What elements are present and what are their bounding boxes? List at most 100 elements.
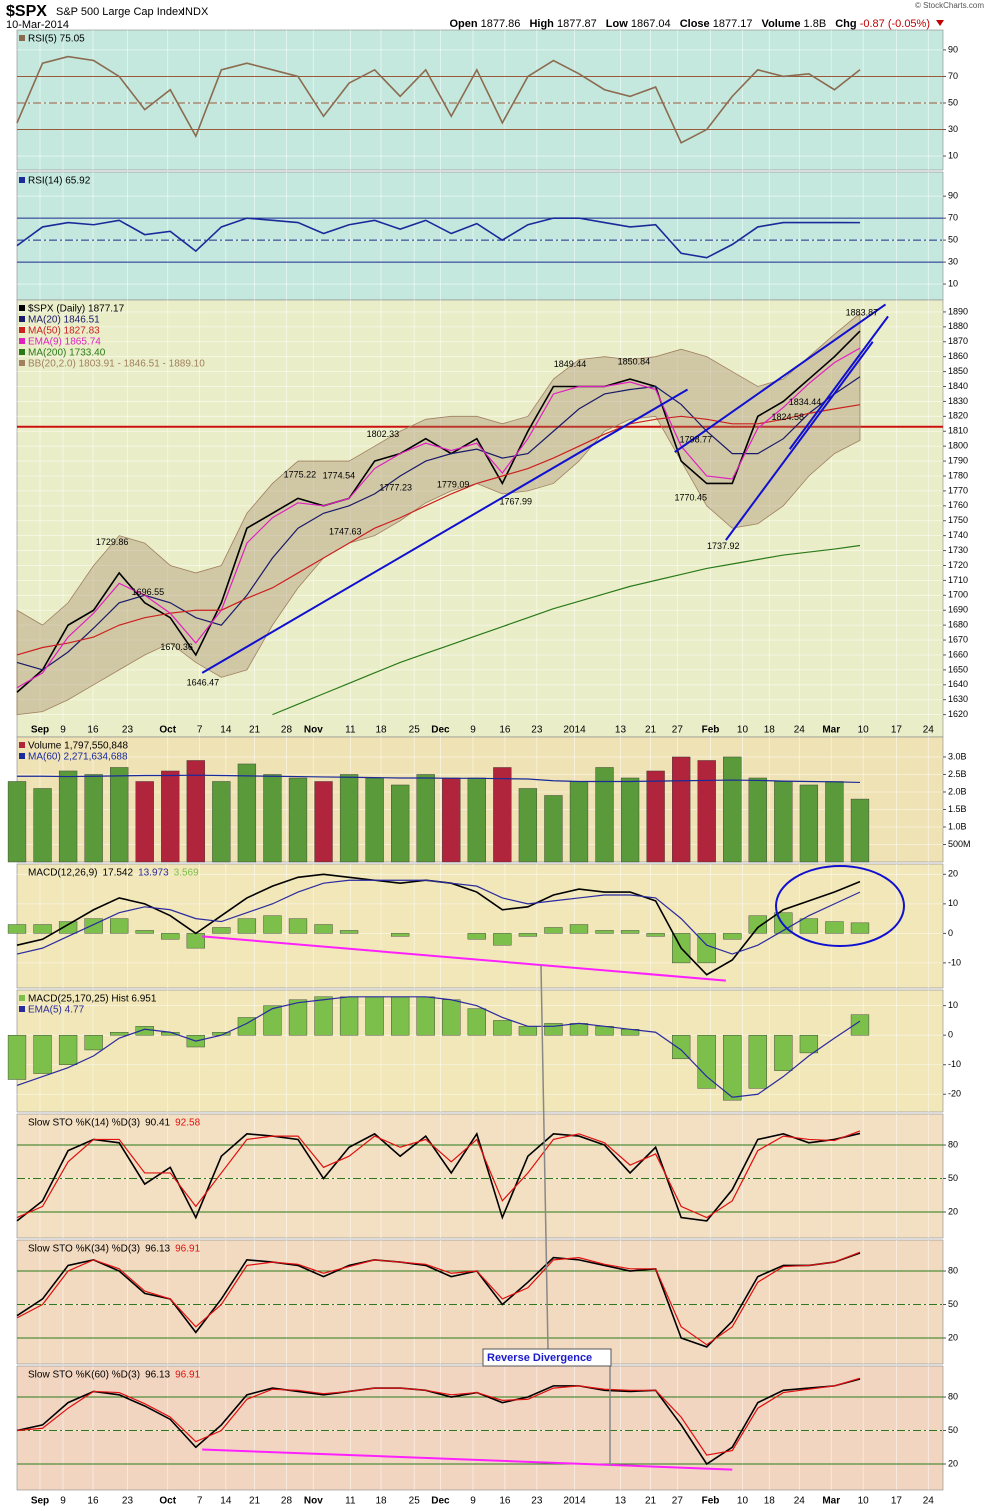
bar — [339, 930, 359, 934]
bar — [365, 996, 384, 1036]
bar — [825, 781, 844, 863]
bar — [314, 781, 333, 863]
x-tick-label: 9 — [60, 1496, 66, 1507]
y-tick-label: 1730 — [948, 545, 968, 555]
y-tick-label: 90 — [948, 44, 958, 54]
legend-swatch — [19, 177, 25, 183]
x-tick-label: Sep — [31, 725, 49, 736]
legend-entry: RSI(14) 65.92 — [28, 176, 91, 187]
ohlc-label: High — [529, 18, 554, 30]
x-tick-label: Mar — [822, 1496, 840, 1507]
bar — [442, 999, 461, 1036]
bar — [263, 774, 282, 863]
x-tick-label: 18 — [375, 1496, 387, 1507]
y-tick-label: -20 — [948, 1089, 961, 1099]
legend-swatch — [19, 1006, 25, 1012]
line-series — [16, 996, 861, 1098]
bar — [7, 924, 27, 934]
x-tick-label: 9 — [470, 725, 476, 736]
bar — [723, 933, 742, 940]
price-label: 1670.36 — [160, 642, 193, 652]
trend-line — [202, 935, 726, 982]
y-tick-label: 2.5B — [948, 769, 967, 779]
x-tick-label: 18 — [764, 725, 776, 736]
x-tick-label: 21 — [249, 1496, 261, 1507]
bar — [748, 915, 767, 934]
y-tick-label: 1860 — [948, 351, 968, 361]
exchange: INDX — [182, 6, 209, 18]
y-tick-label: 20 — [948, 1332, 958, 1342]
line-series — [16, 55, 861, 144]
x-tick-label: 21 — [645, 1496, 657, 1507]
y-tick-label: 20 — [948, 869, 958, 879]
x-tick-label: 16 — [499, 725, 511, 736]
bar — [697, 933, 716, 964]
y-tick-label: 1700 — [948, 590, 968, 600]
x-tick-label: 13 — [615, 725, 627, 736]
x-tick-label: 2014 — [563, 1496, 586, 1507]
bar — [595, 930, 614, 934]
legend-swatch — [19, 753, 25, 759]
y-tick-label: 1640 — [948, 679, 968, 689]
line-series — [16, 330, 861, 693]
price-label: 1824.58 — [772, 412, 805, 422]
bar — [850, 922, 870, 934]
legend-entry: 13.973 — [138, 868, 169, 879]
y-tick-label: 1790 — [948, 455, 968, 465]
legend-entry: 90.41 — [145, 1118, 170, 1129]
bar — [518, 788, 538, 863]
ohlc: Open 1877.86 High 1877.87 Low 1867.04 Cl… — [449, 18, 930, 30]
callout-text: Reverse Divergence — [487, 1352, 592, 1364]
bar — [850, 798, 870, 863]
y-tick-label: 1720 — [948, 560, 968, 570]
y-tick-label: 1760 — [948, 500, 968, 510]
panel-background — [16, 1365, 944, 1491]
legend-entry: MACD(25,170,25) Hist 6.951 — [28, 994, 157, 1005]
bar — [620, 777, 640, 863]
bar — [212, 781, 231, 863]
trend-line — [788, 315, 889, 450]
trend-line — [201, 388, 689, 674]
bar — [33, 924, 52, 934]
bar — [84, 1034, 103, 1051]
legend-swatch — [19, 327, 25, 333]
bar — [467, 933, 486, 940]
price-label: 1737.92 — [707, 541, 740, 551]
legend-swatch — [19, 742, 25, 748]
legend-swatch — [19, 360, 25, 366]
x-tick-label: 17 — [891, 1496, 903, 1507]
x-tick-label: 2014 — [563, 725, 586, 736]
price-label: 1775.22 — [284, 469, 317, 479]
bar — [391, 784, 410, 863]
x-tick-label: 23 — [531, 725, 543, 736]
ohlc-value: 1877.17 — [713, 18, 753, 30]
bar — [365, 777, 384, 863]
x-tick-label: Nov — [304, 1496, 323, 1507]
bar — [723, 756, 742, 863]
ohlc-value: 1877.87 — [557, 18, 597, 30]
y-tick-label: 1710 — [948, 575, 968, 585]
line-series — [16, 1131, 861, 1222]
y-tick-label: 1890 — [948, 306, 968, 316]
x-tick-label: Feb — [702, 1496, 720, 1507]
bar — [595, 1026, 614, 1036]
legend-entry: 96.91 — [175, 1370, 200, 1381]
bar — [7, 781, 27, 863]
bar — [391, 933, 410, 937]
ohlc-value: 1877.86 — [481, 18, 521, 30]
ohlc-label: Volume — [762, 18, 801, 30]
ohlc-value: 1867.04 — [631, 18, 671, 30]
y-tick-label: 500M — [948, 839, 971, 849]
ohlc-value: 1.8B — [804, 18, 827, 30]
x-tick-label: 24 — [923, 1496, 935, 1507]
x-tick-label: 25 — [409, 1496, 421, 1507]
y-tick-label: 1750 — [948, 515, 968, 525]
y-tick-label: 1740 — [948, 530, 968, 540]
price-label: 1767.99 — [499, 496, 532, 506]
price-label: 1774.54 — [323, 471, 356, 481]
legend-swatch — [19, 316, 25, 322]
x-tick-label: 24 — [794, 725, 806, 736]
bar — [697, 1034, 716, 1089]
x-tick-label: 28 — [281, 1496, 293, 1507]
legend-entry: 96.13 — [145, 1244, 170, 1255]
